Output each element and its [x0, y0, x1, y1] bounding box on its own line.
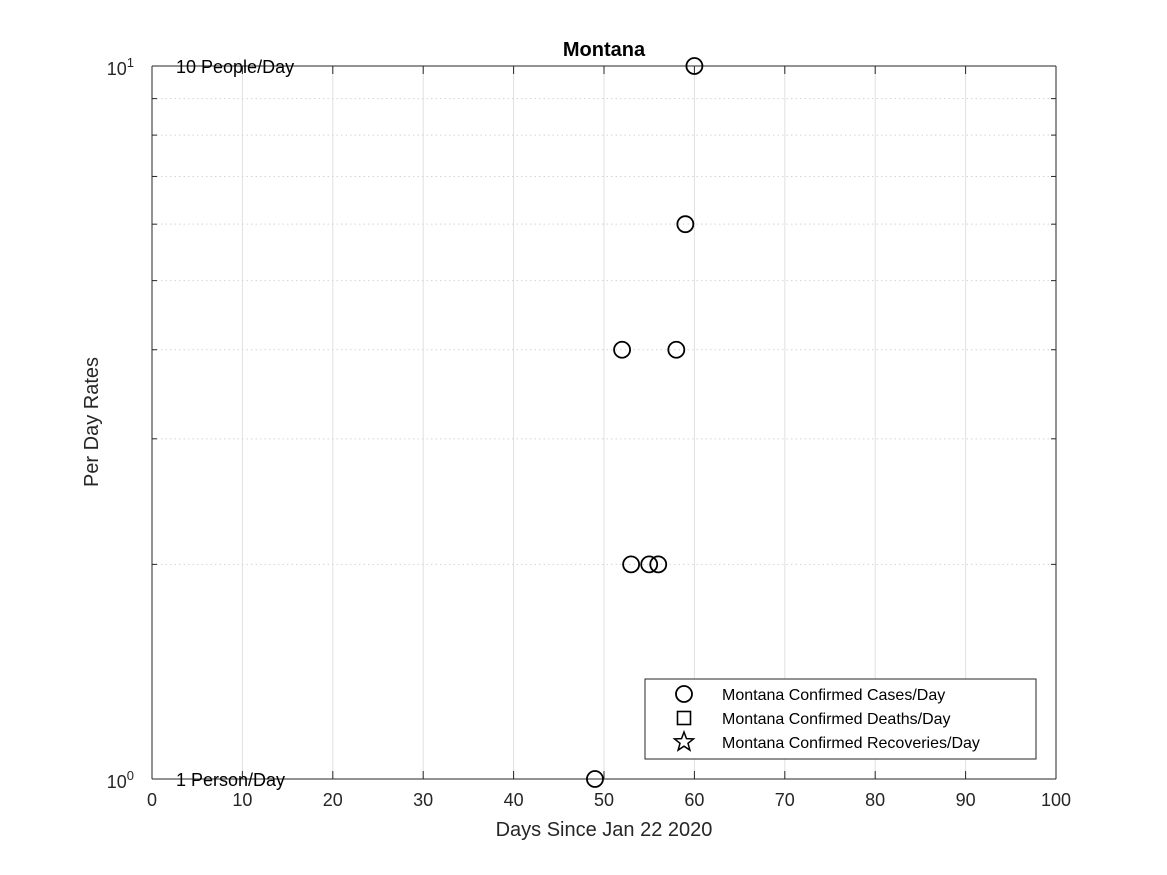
legend-entry: Montana Confirmed Deaths/Day: [722, 711, 951, 728]
legend-marker: [672, 729, 696, 752]
x-tick-label: 50: [594, 790, 614, 810]
x-tick-label: 60: [684, 790, 704, 810]
y-tick-label: 100: [107, 768, 134, 792]
annotations: 10 People/Day 1 Person/Day: [176, 57, 294, 790]
y-tick-exponent: 1: [127, 55, 134, 70]
data-point: [586, 770, 604, 788]
x-tick-label: 10: [232, 790, 252, 810]
legend-box: [644, 678, 1037, 760]
axes: [151, 65, 1057, 780]
chart-title: Montana: [563, 39, 646, 61]
annotation-label: 10 People/Day: [176, 57, 294, 77]
x-tick-label: 70: [775, 790, 795, 810]
x-tick-label: 0: [147, 790, 157, 810]
data-point: [622, 555, 641, 574]
x-tick-label: 20: [323, 790, 343, 810]
data-point: [676, 215, 695, 234]
legend-entry: Montana Confirmed Cases/Day: [722, 687, 945, 704]
data-point: [640, 555, 659, 574]
grid: [152, 66, 1056, 779]
legend-marker: [676, 710, 692, 726]
x-tick-label: 80: [865, 790, 885, 810]
legend-marker: [675, 685, 693, 703]
data-point: [613, 340, 631, 359]
y-tick-label: 101: [107, 55, 134, 79]
x-tick-label: 100: [1041, 790, 1071, 810]
legend: Montana Confirmed Cases/Day Montana Confi…: [644, 678, 1037, 760]
legend-entry: Montana Confirmed Recoveries/Day: [722, 735, 980, 752]
data-points: [586, 57, 704, 788]
x-tick-label: 40: [504, 790, 524, 810]
x-tick-label: 30: [413, 790, 433, 810]
y-axis-label: Per Day Rates: [81, 357, 103, 487]
annotation-label: 1 Person/Day: [176, 770, 285, 790]
data-point: [667, 340, 686, 359]
data-point: [685, 57, 704, 75]
x-tick-label: 90: [956, 790, 976, 810]
y-tick-exponent: 0: [127, 768, 134, 783]
x-axis-label: Days Since Jan 22 2020: [496, 819, 713, 841]
data-point: [649, 555, 668, 574]
